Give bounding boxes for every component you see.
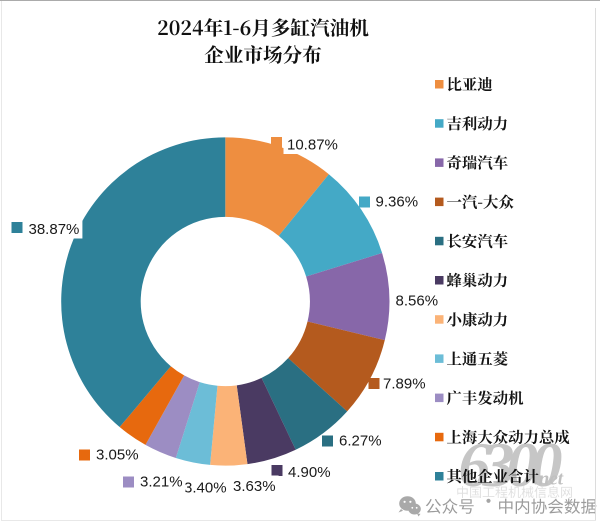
svg-text:3.63%: 3.63% [233,478,276,495]
svg-text:4.90%: 4.90% [288,464,331,481]
svg-text:7.89%: 7.89% [383,376,426,393]
svg-text:3.21%: 3.21% [140,474,183,491]
svg-text:9.36%: 9.36% [376,194,419,211]
svg-text:8.56%: 8.56% [396,293,439,310]
svg-text:.net: .net [534,469,564,490]
svg-text:10.87%: 10.87% [287,137,338,154]
svg-text:3.05%: 3.05% [96,447,139,464]
svg-text:38.87%: 38.87% [29,221,80,238]
svg-text:3.40%: 3.40% [184,480,227,497]
svg-text:6.27%: 6.27% [339,433,382,450]
